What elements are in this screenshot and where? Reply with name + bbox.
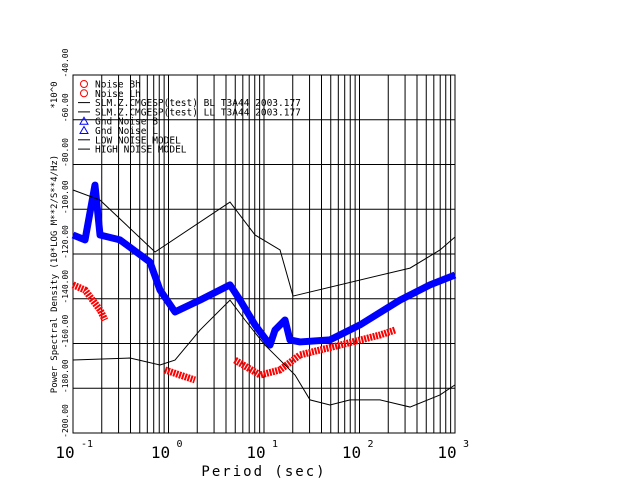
y-tick-label: -180.00 — [61, 359, 70, 393]
legend-triangle-icon — [79, 116, 89, 125]
legend-triangle-icon — [79, 125, 89, 134]
x-tick-exponent: 3 — [463, 439, 469, 450]
legend-label: Gnd Noise L — [95, 126, 158, 137]
y-tick-label: -40.00 — [61, 48, 70, 77]
x-tick-label: 10 — [342, 443, 361, 462]
series-gnd-noise-line — [71, 181, 457, 349]
y-tick-label: -140.00 — [61, 270, 70, 304]
x-tick-exponent: 1 — [272, 439, 278, 450]
legend-label: Noise Bh — [95, 80, 141, 91]
x-tick-exponent: 0 — [177, 439, 183, 450]
legend-label: LOW NOISE MODEL — [95, 135, 181, 146]
series-low-noise-model — [72, 299, 456, 408]
x-tick-label: 10 — [437, 443, 456, 462]
x-axis-label: Period (sec) — [201, 464, 326, 480]
x-tick-exponent: -1 — [81, 439, 93, 450]
legend-label: HIGH NOISE MODEL — [95, 145, 187, 156]
x-tick-label: 10 — [55, 443, 74, 462]
legend-label: Noise Lh — [95, 89, 141, 100]
series-noise-line — [233, 326, 397, 379]
legend-label: SLM.Z.CMGESP(test) LL T3A44 2003.177 — [95, 107, 301, 118]
y-tick-label: -120.00 — [61, 225, 70, 259]
series-high-noise-model — [72, 189, 456, 297]
x-tick-exponent: 2 — [368, 439, 374, 450]
legend-label: SLM.Z.CMGESP(test) BL T3A44 2003.177 — [95, 98, 301, 109]
series-noise-line — [71, 281, 109, 322]
plot-frame — [72, 74, 456, 434]
x-tick-label: 10 — [151, 443, 170, 462]
y-tick-label: -80.00 — [61, 138, 70, 167]
series-noise-line — [163, 366, 197, 384]
x-tick-label: 10 — [246, 443, 265, 462]
y-multiplier: *10^0 — [50, 81, 60, 108]
y-tick-label: -200.00 — [61, 404, 70, 438]
y-tick-label: -100.00 — [61, 180, 70, 214]
y-tick-label: -60.00 — [61, 93, 70, 122]
legend-circle-icon — [80, 89, 88, 98]
legend-circle-icon — [80, 80, 88, 88]
y-tick-label: -160.00 — [61, 314, 70, 348]
y-axis-label: Power Spectral Density (10*LOG M**2/S**4… — [50, 155, 60, 393]
legend-label: Gnd Noise B — [95, 117, 158, 128]
